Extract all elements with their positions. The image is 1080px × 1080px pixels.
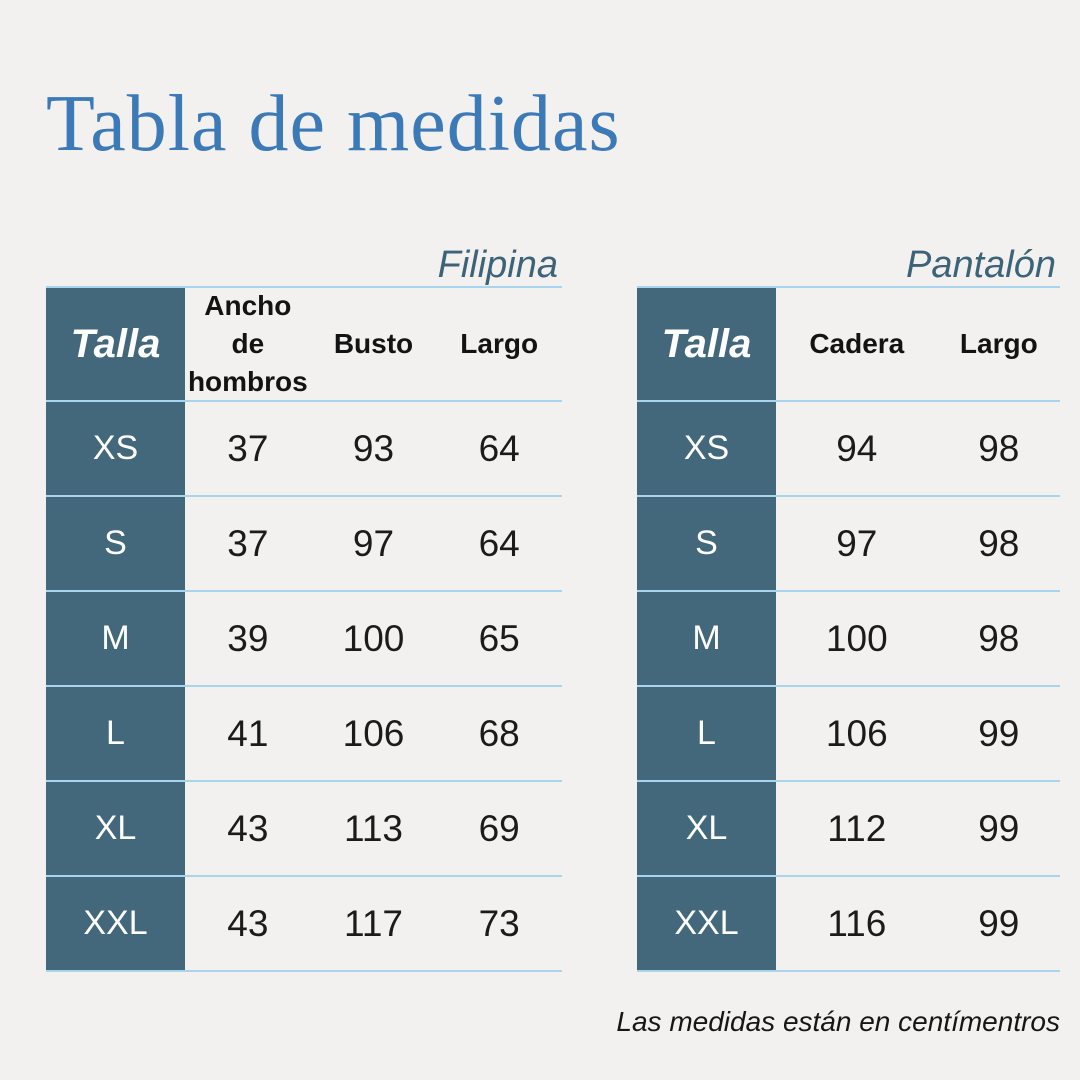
size-cell: S — [46, 495, 185, 590]
value-cell: 99 — [937, 875, 1060, 970]
value-cell: 39 — [185, 590, 311, 685]
size-cell: XXL — [637, 875, 776, 970]
size-cell: XXL — [46, 875, 185, 970]
value-cell: 43 — [185, 780, 311, 875]
size-cell: XL — [637, 780, 776, 875]
filipina-column-header: Busto — [333, 328, 414, 360]
units-note: Las medidas están en centímentros — [616, 1006, 1060, 1037]
value-cell: 117 — [310, 875, 437, 970]
filipina-table: Talla Ancho de hombros Busto Largo XS 37… — [46, 286, 562, 972]
value-cell: 37 — [185, 400, 311, 495]
value-cell: 98 — [937, 400, 1060, 495]
value-cell: 100 — [776, 590, 938, 685]
value-cell: 97 — [776, 495, 938, 590]
size-cell: M — [46, 590, 185, 685]
value-cell: 97 — [310, 495, 437, 590]
value-cell: 94 — [776, 400, 938, 495]
value-cell: 99 — [937, 780, 1060, 875]
filipina-label: Filipina — [437, 244, 558, 286]
size-cell: XS — [46, 400, 185, 495]
size-cell: L — [46, 685, 185, 780]
size-cell: L — [637, 685, 776, 780]
filipina-column-header: Largo — [460, 328, 539, 360]
value-cell: 43 — [185, 875, 311, 970]
filipina-column-header: Ancho de hombros — [187, 290, 308, 397]
value-cell: 100 — [310, 590, 437, 685]
value-cell: 112 — [776, 780, 938, 875]
value-cell: 93 — [310, 400, 437, 495]
size-cell: M — [637, 590, 776, 685]
value-cell: 99 — [937, 685, 1060, 780]
pantalon-column-header: Cadera — [809, 328, 905, 360]
value-cell: 37 — [185, 495, 311, 590]
value-cell: 106 — [310, 685, 437, 780]
size-cell: S — [637, 495, 776, 590]
value-cell: 73 — [436, 875, 562, 970]
value-cell: 65 — [436, 590, 562, 685]
value-cell: 98 — [937, 495, 1060, 590]
value-cell: 106 — [776, 685, 938, 780]
page-title: Tabla de medidas — [46, 80, 621, 168]
size-cell: XL — [46, 780, 185, 875]
pantalon-corner-header: Talla — [637, 288, 776, 400]
value-cell: 41 — [185, 685, 311, 780]
value-cell: 69 — [436, 780, 562, 875]
pantalon-label: Pantalón — [905, 244, 1056, 286]
value-cell: 64 — [436, 495, 562, 590]
size-cell: XS — [637, 400, 776, 495]
filipina-section: Filipina Talla Ancho de hombros Busto La… — [46, 244, 562, 972]
pantalon-section: Pantalón Talla Cadera Largo XS 94 98 S 9… — [637, 244, 1060, 972]
value-cell: 116 — [776, 875, 938, 970]
value-cell: 64 — [436, 400, 562, 495]
value-cell: 98 — [937, 590, 1060, 685]
value-cell: 68 — [436, 685, 562, 780]
value-cell: 113 — [310, 780, 437, 875]
filipina-corner-header: Talla — [46, 288, 185, 400]
pantalon-table: Talla Cadera Largo XS 94 98 S 97 98 M 10… — [637, 286, 1060, 972]
pantalon-column-header: Largo — [959, 328, 1038, 360]
